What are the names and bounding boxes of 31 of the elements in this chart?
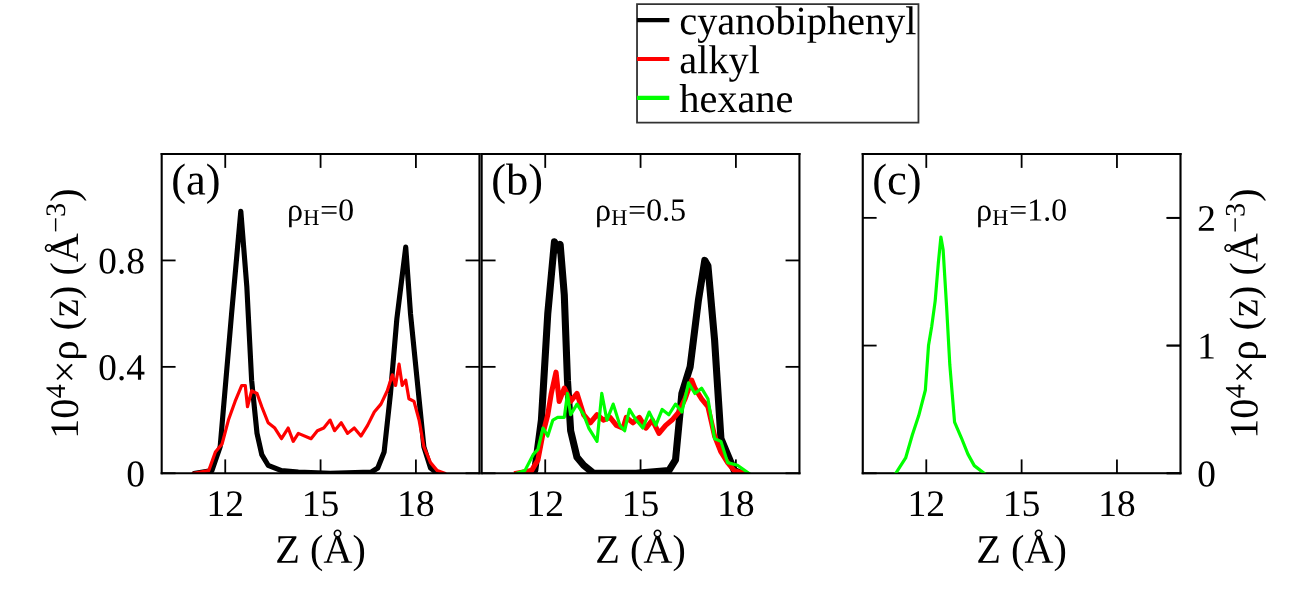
x-axis-title: Z (Å): [978, 529, 1066, 572]
annotation: ρ$_{H}$=0: [289, 199, 353, 228]
annotation: (b): [493, 163, 542, 204]
x-tick-label: 12: [910, 491, 943, 516]
x-tick-label: 15: [1006, 491, 1039, 517]
x-tick-label: 15: [305, 491, 338, 517]
x-tick-label: 18: [400, 491, 434, 517]
x-tick-label: 12: [529, 491, 562, 516]
legend-label: hexane: [679, 84, 792, 113]
line-series: [191, 362, 447, 474]
legend-label: alkyl: [680, 45, 760, 82]
x-tick-label: 18: [720, 491, 754, 517]
y-tick-label: 0.8: [99, 248, 144, 274]
y-axis-title: 10$^{4}$×ρ (z) (Å$^{−3}$): [44, 190, 87, 436]
annotation: ρ$_{H}$=0.5: [597, 199, 685, 228]
y-tick-label: 0.4: [99, 354, 145, 381]
y2-tick-label: 2: [1198, 206, 1214, 231]
y2-axis-title: 10$^{4}$×ρ (z) (Å$^{−3}$): [1224, 190, 1267, 436]
legend-label: cyanobiphenyl: [680, 6, 916, 43]
annotation: (c): [874, 163, 920, 204]
line-series: [894, 235, 986, 474]
x-tick-label: 18: [1101, 491, 1135, 517]
annotation: (a): [173, 163, 219, 204]
y2-tick-label: 1: [1200, 333, 1214, 359]
x-tick-label: 12: [209, 491, 242, 516]
x-axis-title: Z (Å): [277, 529, 365, 572]
annotation: ρ$_{H}$=1.0: [978, 199, 1066, 228]
x-axis-title: Z (Å): [597, 529, 685, 572]
x-tick-label: 15: [625, 491, 658, 517]
y2-tick-label: 0: [1198, 461, 1215, 487]
y-tick-label: 0: [127, 461, 144, 487]
